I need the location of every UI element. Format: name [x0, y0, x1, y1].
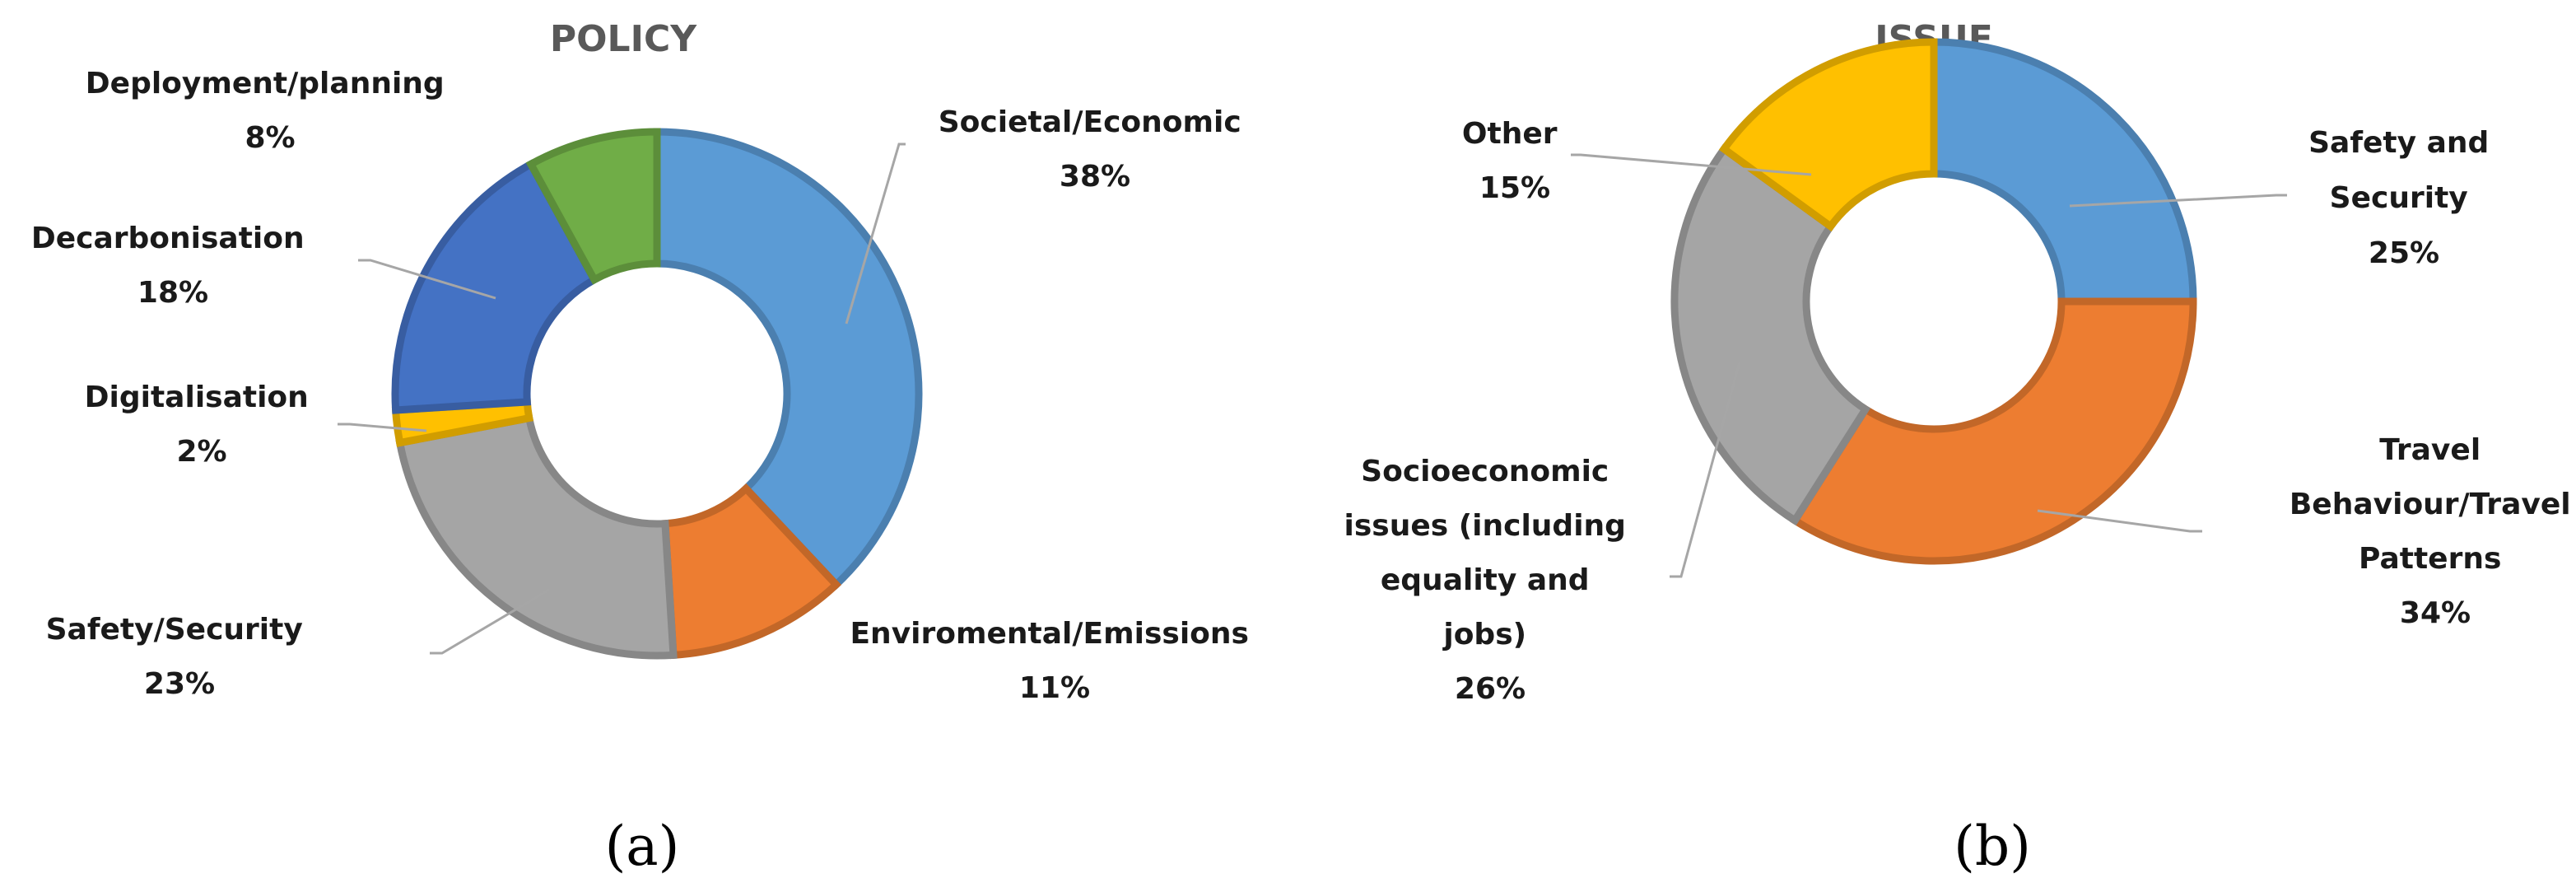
leader-line: [845, 142, 906, 325]
donut-slice-2: [1789, 297, 2197, 565]
donut-slice-1: [1930, 38, 2197, 306]
chart-policy: POLICY Societal/Economic 38% Enviromenta…: [31, 18, 1259, 878]
leader-line: [1670, 362, 1741, 578]
leader-line: [2069, 194, 2287, 208]
slice-label: Decarbonisation 18%: [31, 222, 314, 310]
leader-line: [338, 423, 427, 432]
chart-issue: ISSUE Safety and Security 25% Travel Beh…: [1344, 18, 2576, 878]
slice-label: Digitalisation 2%: [85, 381, 319, 469]
panel-caption: (a): [605, 815, 680, 878]
slice-label: Enviromental/Emissions 11%: [850, 617, 1259, 705]
slice-label: Safety/Security 23%: [46, 613, 314, 701]
slice-label: Safety and Security 25%: [2308, 126, 2499, 270]
donut-slices: [391, 128, 923, 660]
leader-line: [1571, 153, 1812, 176]
donut-slices: [1670, 38, 2197, 565]
leader-line: [2037, 509, 2202, 533]
slice-label: Other 15%: [1462, 117, 1567, 205]
chart-title: POLICY: [550, 18, 697, 60]
slice-label: Socioeconomic issues (including equality…: [1344, 455, 1637, 706]
donut-slice-3: [395, 413, 678, 660]
leader-line: [358, 259, 496, 300]
slice-label: Travel Behaviour/Travel Patterns 34%: [2290, 433, 2576, 630]
donut-slice-1: [653, 128, 923, 591]
donut-slice-5: [391, 159, 599, 414]
slice-label: Societal/Economic 38%: [939, 105, 1252, 194]
leader-line: [430, 588, 550, 655]
donut-slice-4: [1718, 38, 1938, 232]
slice-label: Deployment/planning 8%: [86, 67, 454, 155]
panel-caption: (b): [1954, 815, 2031, 878]
donut-slice-6: [525, 128, 661, 285]
